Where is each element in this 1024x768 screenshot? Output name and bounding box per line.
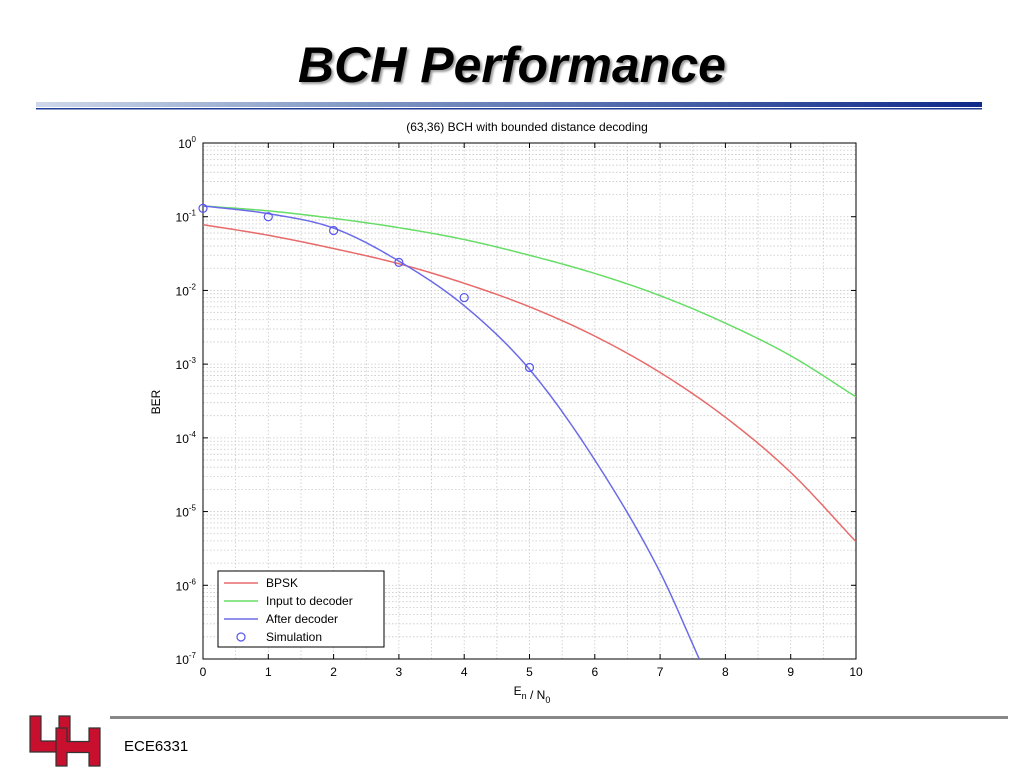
chart-svg: (63,36) BCH with bounded distance decodi… [149, 120, 863, 704]
university-logo [29, 715, 101, 767]
simulation-point [459, 292, 469, 303]
x-tick-label: 8 [722, 665, 729, 679]
simulation-point [263, 212, 273, 222]
simulation-point [394, 257, 404, 268]
legend-marker [236, 632, 246, 642]
x-tick-label: 10 [849, 665, 863, 679]
series-plot [198, 203, 856, 659]
series-line-bpsk [203, 223, 856, 543]
legend: BPSK Input to decoder After decoder Simulat… [217, 570, 385, 648]
y-tick-label: 100 [178, 135, 196, 151]
series-line-input-to-decoder [203, 205, 856, 398]
y-tick-label: 10-5 [176, 504, 197, 520]
y-tick-label: 10-3 [176, 356, 197, 372]
legend-label: After decoder [266, 612, 338, 626]
simulation-point [524, 362, 535, 373]
logo-letter [55, 727, 101, 767]
y-tick-label: 10-6 [176, 577, 197, 593]
y-tick-label: 10-4 [176, 430, 197, 446]
simulation-point [198, 203, 208, 213]
legend-label: BPSK [266, 576, 298, 590]
y-tick-label: 10-2 [176, 282, 197, 298]
ber-chart: (63,36) BCH with bounded distance decodi… [130, 112, 870, 704]
footer-divider [110, 716, 1008, 719]
slide-title: BCH Performance [298, 37, 726, 93]
y-tick-label: 10-7 [176, 651, 197, 667]
x-tick-label: 5 [526, 665, 533, 679]
chart-title: (63,36) BCH with bounded distance decodi… [406, 120, 648, 134]
legend-label: Input to decoder [266, 594, 353, 608]
axes: 0 1 2 3 4 5 6 7 8 9 10 100 10-1 10-2 10-3 10-4 10-5 10-6 1… [176, 135, 863, 679]
x-tick-label: 7 [657, 665, 664, 679]
x-tick-label: 4 [461, 665, 468, 679]
y-tick-label: 10-1 [176, 209, 197, 225]
x-tick-label: 0 [200, 665, 207, 679]
x-tick-label: 2 [330, 665, 337, 679]
simulation-point [329, 225, 339, 236]
x-tick-label: 3 [396, 665, 403, 679]
x-axis-label: En / N0 [514, 684, 551, 704]
series-line-after-decoder [203, 205, 700, 659]
series-group [203, 205, 856, 659]
x-tick-label: 9 [787, 665, 794, 679]
footer-course-code: ECE6331 [124, 738, 189, 755]
x-tick-label: 6 [591, 665, 598, 679]
legend-label: Simulation [266, 630, 322, 644]
title-divider [36, 102, 982, 110]
y-axis-label: BER [149, 389, 163, 414]
x-tick-label: 1 [265, 665, 272, 679]
